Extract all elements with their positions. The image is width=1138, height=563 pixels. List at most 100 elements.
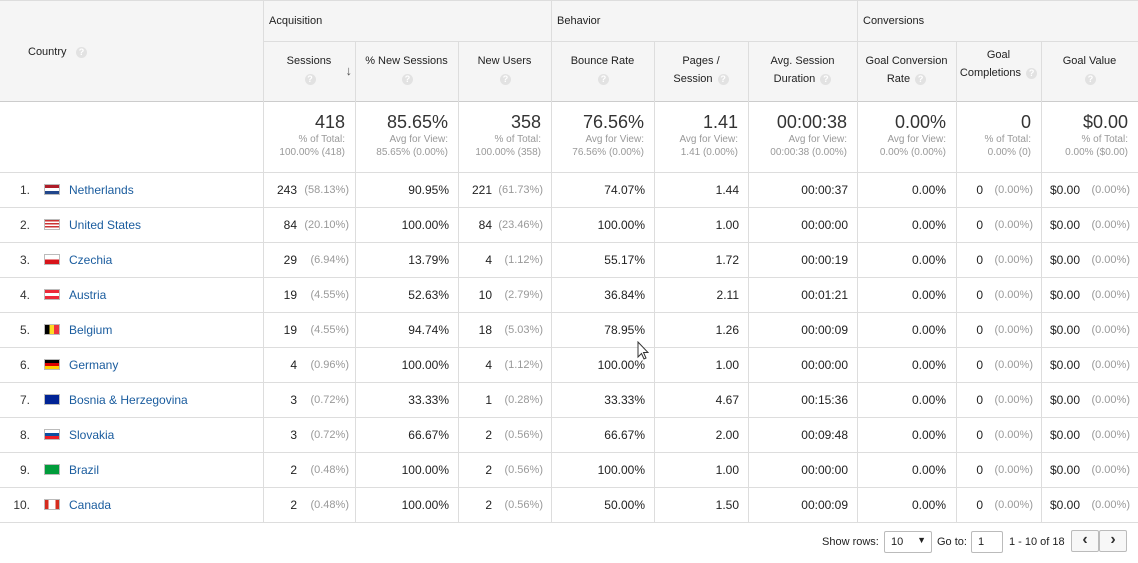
row-divider [0, 487, 1138, 488]
goal-value-pct: (0.00%) [1091, 359, 1130, 371]
new-users-pct: (0.56%) [504, 429, 543, 441]
totals-cell: 76.56% Avg for View: 76.56% (0.00%) [551, 112, 644, 159]
bounce-rate-value: 74.07% [604, 183, 645, 197]
help-icon[interactable]: ? [717, 73, 729, 85]
header-vdivider [956, 41, 957, 102]
new-sessions-value: 13.79% [408, 253, 449, 267]
help-icon[interactable]: ? [1085, 73, 1096, 85]
help-icon[interactable]: ? [500, 73, 511, 85]
show-rows-value: 10 [891, 536, 904, 548]
column-header[interactable]: % New Sessions? [355, 52, 458, 88]
country-link[interactable]: Belgium [69, 323, 113, 337]
new-users-value: 2 [485, 498, 492, 512]
totals-cell: 418 % of Total: 100.00% (418) [263, 112, 345, 159]
goto-value: 1 [978, 536, 985, 548]
goal-value-pct: (0.00%) [1091, 254, 1130, 266]
new-users-value: 221 [471, 183, 492, 197]
country-link[interactable]: Netherlands [69, 183, 134, 197]
country-link[interactable]: Austria [69, 288, 107, 302]
new-users-pct: (5.03%) [504, 324, 543, 336]
avg-duration-value: 00:00:00 [801, 358, 848, 372]
column-header-label-2: Duration [773, 73, 816, 85]
new-users-value: 4 [485, 358, 492, 372]
column-header[interactable]: Goal Value? [1041, 52, 1138, 88]
country-flag-icon [44, 324, 60, 335]
pages-per-session-value: 1.26 [715, 323, 739, 337]
sessions-value: 4 [290, 358, 297, 372]
help-icon[interactable]: ? [76, 47, 87, 58]
group-divider [263, 41, 1138, 42]
goal-conversion-rate-value: 0.00% [911, 358, 946, 372]
goal-conversion-rate-value: 0.00% [911, 498, 946, 512]
help-icon[interactable]: ? [915, 73, 927, 85]
column-header-sub: Duration ? [748, 70, 857, 88]
sort-desc-icon[interactable]: ↓ [345, 63, 353, 78]
totals-bottom-border [0, 172, 1138, 173]
avg-duration-value: 00:15:36 [801, 393, 848, 407]
header-vdivider [1041, 41, 1042, 102]
country-link[interactable]: Czechia [69, 253, 113, 267]
new-users-value: 18 [478, 323, 492, 337]
row-divider [0, 347, 1138, 348]
column-header[interactable]: Pages / Session ? [654, 52, 748, 88]
sessions-pct: (20.10%) [304, 219, 349, 231]
goal-value-value: $0.00 [1049, 358, 1080, 372]
goto-input[interactable]: 1 [971, 531, 1003, 553]
column-header[interactable]: New Users? [458, 52, 551, 88]
column-header[interactable]: Goal Conversion Rate ? [857, 52, 956, 88]
column-header[interactable]: Avg. Session Duration ? [748, 52, 857, 88]
column-header[interactable]: Bounce Rate? [551, 52, 654, 88]
column-header-label: Goal [986, 49, 1011, 61]
prev-page-button[interactable]: ‹ [1071, 530, 1099, 552]
total-caption: % of Total: [984, 134, 1031, 145]
new-sessions-value: 52.63% [408, 288, 449, 302]
goal-completions-pct: (0.00%) [994, 254, 1033, 266]
total-caption: Avg for View: [585, 134, 644, 145]
goal-completions-pct: (0.00%) [994, 184, 1033, 196]
country-link[interactable]: Canada [69, 498, 112, 512]
header-vdivider [748, 41, 749, 102]
country-link[interactable]: Germany [69, 358, 119, 372]
country-link[interactable]: United States [69, 218, 142, 232]
goal-completions-pct: (0.00%) [994, 429, 1033, 441]
bounce-rate-value: 100.00% [597, 463, 645, 477]
total-value: 85.65% [386, 112, 448, 132]
help-icon[interactable]: ? [598, 73, 609, 85]
help-icon[interactable]: ? [1026, 67, 1038, 79]
goal-conversion-rate-value: 0.00% [911, 288, 946, 302]
row-number: 1. [19, 183, 30, 197]
bounce-rate-value: 33.33% [604, 393, 645, 407]
column-header[interactable]: Sessions? ↓ [263, 52, 355, 88]
help-icon[interactable]: ? [304, 73, 316, 85]
total-detail: 1.41 (0.00%) [680, 147, 738, 158]
help-icon[interactable]: ? [402, 73, 413, 85]
help-icon[interactable]: ? [820, 73, 832, 85]
new-users-pct: (0.56%) [504, 464, 543, 476]
new-users-pct: (2.79%) [504, 289, 543, 301]
show-rows-select[interactable]: 10 ▼ [884, 531, 932, 553]
row-number: 5. [19, 323, 30, 337]
country-header[interactable]: Country? [0, 0, 263, 102]
total-caption: Avg for View: [887, 134, 946, 145]
goal-completions-pct: (0.00%) [994, 499, 1033, 511]
sessions-pct: (0.48%) [310, 499, 349, 511]
country-link[interactable]: Bosnia & Herzegovina [69, 393, 188, 407]
pages-per-session-value: 1.50 [715, 498, 739, 512]
column-header[interactable]: Goal Completions ? [956, 46, 1041, 82]
country-flag-icon [44, 254, 60, 265]
next-page-button[interactable]: › [1099, 530, 1127, 552]
pages-per-session-value: 4.67 [715, 393, 739, 407]
sessions-value: 3 [290, 428, 297, 442]
header-vdivider [654, 41, 655, 102]
country-link[interactable]: Brazil [69, 463, 100, 477]
column-header-label: % New Sessions [365, 55, 448, 67]
country-link[interactable]: Slovakia [69, 428, 115, 442]
goal-value-value: $0.00 [1049, 428, 1080, 442]
goal-completions-pct: (0.00%) [994, 464, 1033, 476]
total-detail: 100.00% (418) [279, 147, 345, 158]
row-divider [0, 417, 1138, 418]
goal-completions-value: 0 [976, 218, 983, 232]
goal-completions-value: 0 [976, 393, 983, 407]
column-header-sub: ? [263, 70, 355, 88]
sessions-value: 3 [290, 393, 297, 407]
